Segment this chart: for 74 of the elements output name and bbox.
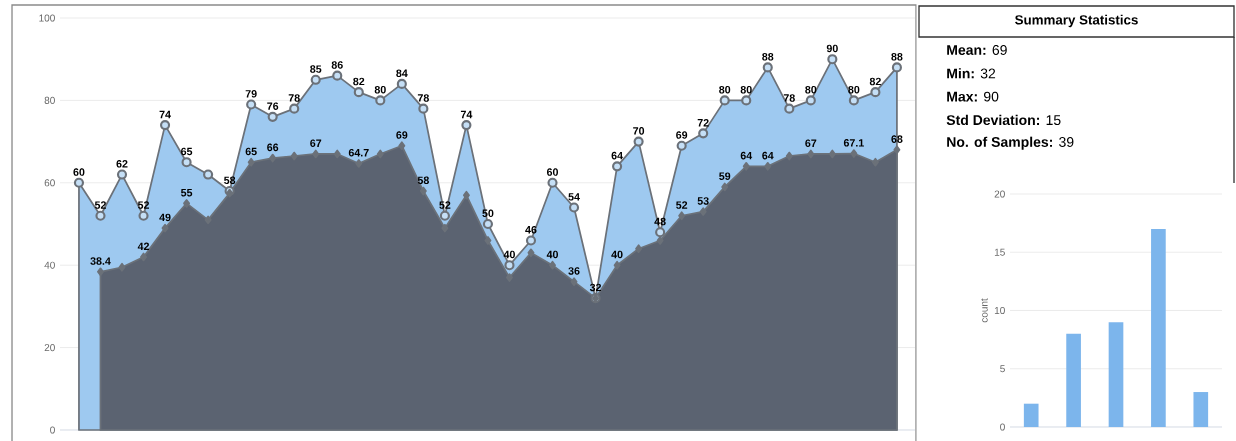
data-label: 68 [891, 135, 903, 143]
data-label: 65 [181, 147, 193, 156]
data-label: 40 [611, 250, 623, 259]
text: Min: 32 [947, 68, 996, 79]
data-label: 64 [762, 151, 774, 160]
data-label: 67 [310, 139, 322, 148]
data-label: 72 [697, 118, 709, 127]
text: Summary Statistics [1015, 14, 1138, 28]
data-label: 74 [159, 110, 171, 119]
data-label: 32 [589, 283, 602, 292]
data-label: 48 [654, 217, 666, 226]
data-label: 59 [719, 172, 731, 180]
y-axis-title: count [981, 298, 988, 323]
data-label: 80 [719, 85, 731, 94]
data-label: 55 [180, 189, 193, 197]
text: Max: 90 [947, 91, 999, 102]
data-label: 36 [568, 267, 580, 275]
y-tick-label: 0 [1000, 423, 1005, 431]
data-label: 58 [417, 176, 429, 185]
data-label: 80 [740, 85, 752, 94]
data-label: 67 [805, 139, 817, 148]
data-label: 74 [460, 110, 473, 119]
data-label: 80 [848, 85, 860, 94]
y-tick-label: 0 [50, 426, 55, 434]
data-label: 78 [783, 94, 795, 102]
data-label: 49 [159, 213, 171, 222]
y-tick-label: 20 [994, 190, 1005, 198]
y-tick-label: 80 [44, 96, 55, 104]
data-label: 52 [94, 201, 106, 209]
data-label: 67.1 [843, 139, 864, 147]
data-label: 52 [137, 201, 150, 209]
y-tick-label: 5 [1000, 365, 1005, 373]
data-label: 85 [310, 65, 322, 73]
data-label: 78 [288, 94, 300, 102]
data-label: 65 [245, 147, 257, 156]
data-label: 88 [762, 52, 774, 61]
data-label: 76 [267, 102, 279, 110]
data-label: 82 [869, 77, 881, 86]
data-label: 52 [676, 201, 688, 209]
data-label: 79 [245, 90, 257, 98]
data-label: 60 [73, 168, 85, 176]
data-label: 60 [546, 168, 559, 176]
y-tick-label: 40 [44, 261, 55, 269]
y-tick-label: 100 [39, 14, 55, 22]
data-label: 69 [676, 131, 688, 139]
data-label: 64 [611, 151, 623, 160]
data-label: 54 [568, 193, 580, 201]
text: Std Deviation: 15 [946, 114, 1061, 126]
data-label: 52 [439, 201, 451, 209]
data-label: 90 [826, 44, 838, 53]
data-label: 80 [805, 85, 817, 94]
data-label: 66 [267, 143, 279, 152]
data-label: 40 [503, 250, 515, 259]
y-tick-label: 20 [44, 344, 55, 352]
data-label: 64.7 [348, 148, 369, 157]
y-tick-label: 15 [994, 248, 1005, 256]
data-label: 42 [137, 242, 150, 251]
text: No. of Samples: 39 [947, 136, 1074, 150]
data-label: 40 [546, 250, 559, 259]
text: Mean: 69 [947, 45, 1007, 55]
data-label: 64 [740, 151, 753, 160]
data-label: 53 [697, 197, 709, 205]
data-label: 88 [891, 52, 903, 61]
y-tick-label: 10 [994, 306, 1005, 315]
data-label: 82 [353, 77, 365, 86]
data-label: 86 [331, 61, 343, 69]
data-label: 78 [417, 94, 429, 102]
y-tick-label: 60 [44, 179, 55, 187]
data-label: 38.4 [90, 257, 111, 265]
data-label: 80 [374, 85, 386, 94]
data-label: 62 [116, 160, 128, 168]
data-label: 70 [633, 127, 645, 135]
data-label: 84 [396, 69, 408, 77]
data-label: 69 [396, 131, 408, 139]
